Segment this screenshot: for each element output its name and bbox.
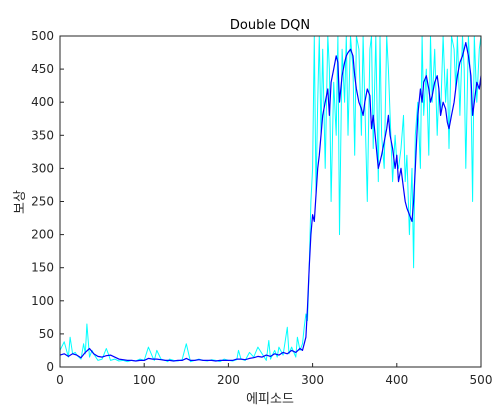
y-tick-label: 50	[39, 327, 54, 341]
x-tick-label: 300	[301, 373, 324, 387]
y-axis-title: 보상	[13, 190, 28, 214]
plot-area	[60, 36, 481, 367]
y-tick-label: 300	[31, 161, 54, 175]
x-tick-label: 0	[56, 373, 64, 387]
y-tick-label: 500	[31, 29, 54, 43]
y-tick-label: 200	[31, 228, 54, 242]
x-tick-label: 500	[470, 373, 493, 387]
series-layer	[59, 35, 482, 363]
y-tick-label: 400	[31, 95, 54, 109]
y-tick-label: 150	[31, 261, 54, 275]
x-tick-label: 100	[133, 373, 156, 387]
series-line-smoothed	[59, 41, 482, 362]
x-axis: 0 100 200 300 400 500	[56, 363, 492, 387]
y-tick-label: 0	[46, 360, 54, 374]
chart-title: Double DQN	[230, 18, 310, 33]
y-tick-label: 250	[31, 195, 54, 209]
x-axis-title: 에피소드	[246, 392, 294, 407]
y-tick-label: 100	[31, 294, 54, 308]
x-tick-label: 400	[385, 373, 408, 387]
y-tick-label: 450	[31, 62, 54, 76]
y-axis: 0 50 100 150 200 250 300 350 400 450 500	[31, 29, 64, 374]
x-tick-label: 200	[217, 373, 240, 387]
y-tick-label: 350	[31, 128, 54, 142]
